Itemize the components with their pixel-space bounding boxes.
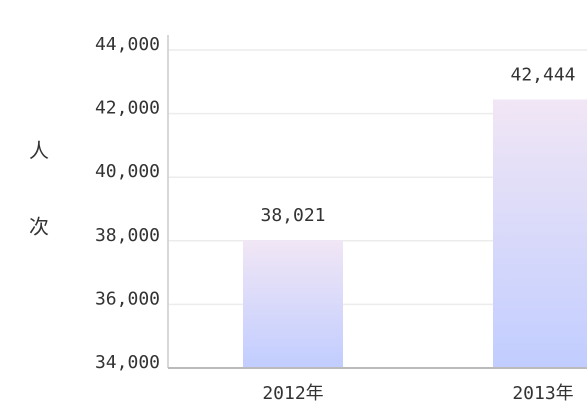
x-tick-label: 2013年 xyxy=(512,383,573,404)
y-tick-label: 40,000 xyxy=(95,161,160,182)
y-tick-label: 34,000 xyxy=(95,352,160,373)
x-tick-label: 2012年 xyxy=(262,383,323,404)
y-tick-label: 36,000 xyxy=(95,288,160,309)
y-tick-label: 44,000 xyxy=(95,34,160,55)
bar xyxy=(493,99,587,368)
bar xyxy=(243,240,343,368)
data-label: 42,444 xyxy=(510,64,575,85)
data-label: 38,021 xyxy=(260,205,325,226)
y-axis-label: 人次 xyxy=(26,140,50,292)
y-tick-label: 38,000 xyxy=(95,225,160,246)
y-tick-label: 42,000 xyxy=(95,98,160,119)
